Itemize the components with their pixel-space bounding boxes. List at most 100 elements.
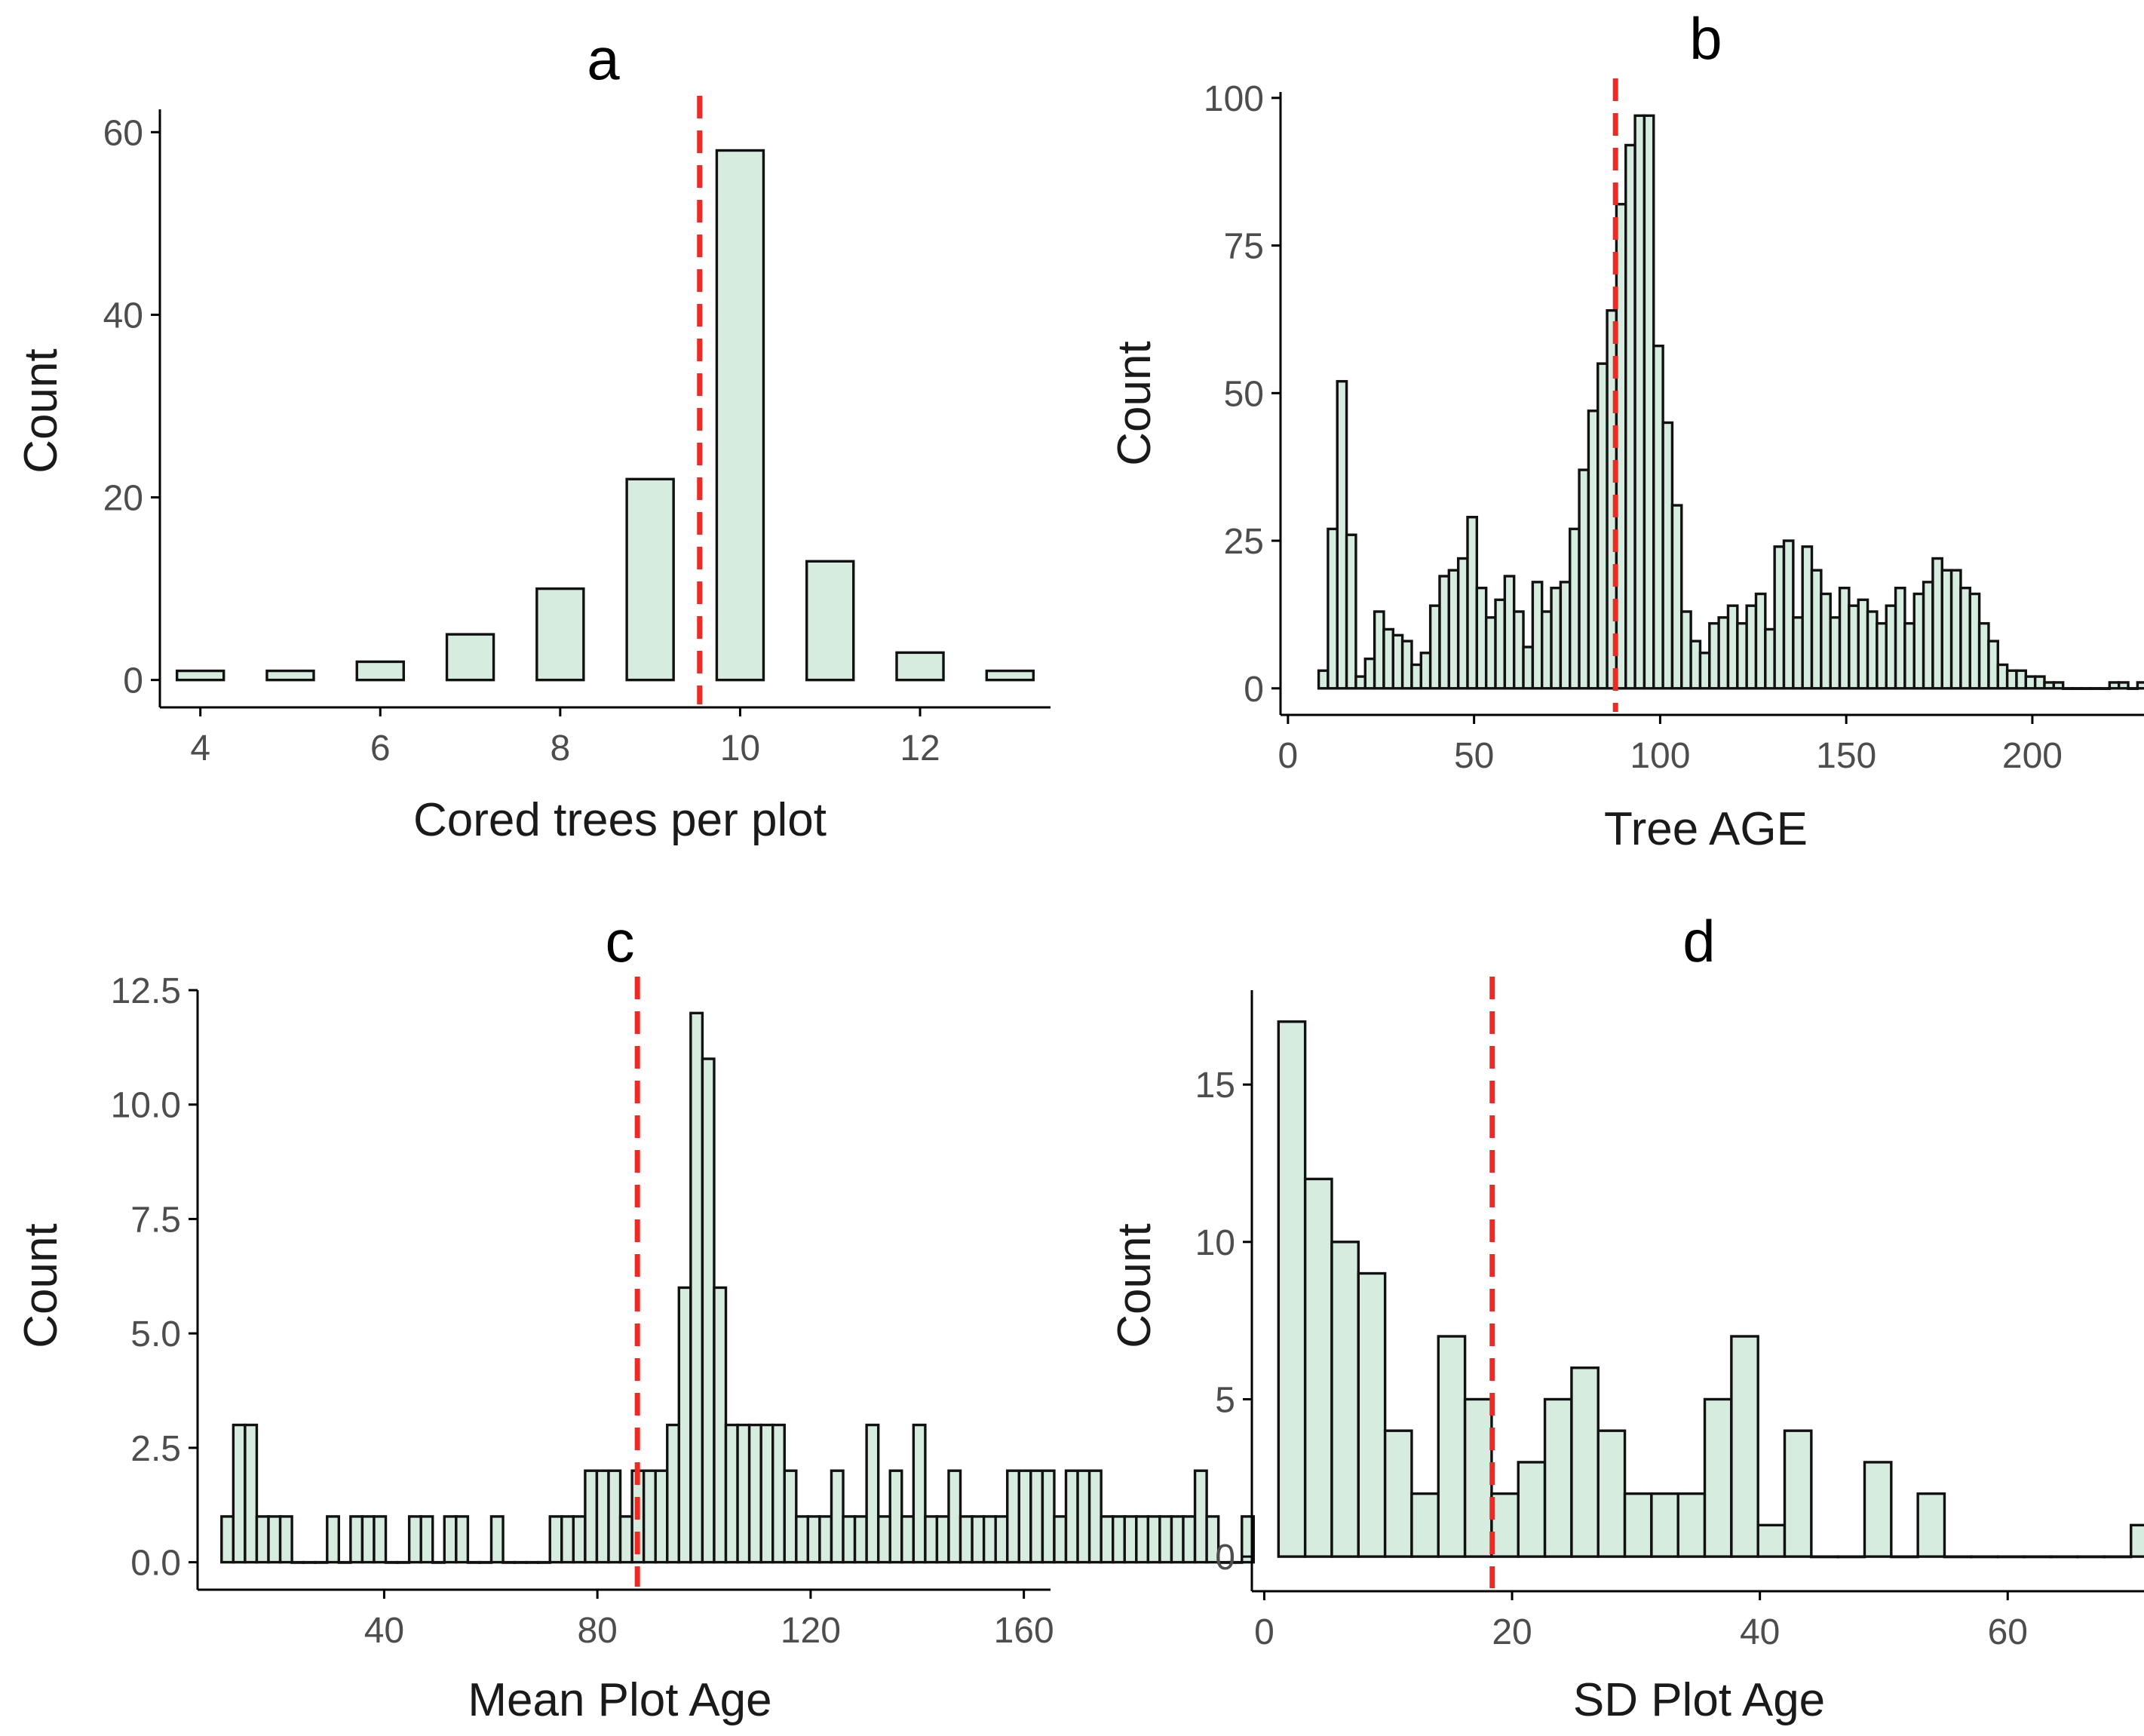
y-tick-label: 0	[1215, 1538, 1235, 1578]
histogram-bar	[355, 660, 405, 682]
bars-b	[1317, 114, 2144, 690]
histogram-bar	[618, 1515, 633, 1564]
histogram-bar	[595, 1469, 610, 1564]
bars-a	[175, 149, 1035, 682]
histogram-bar	[783, 1469, 798, 1564]
histogram-bar	[1170, 1515, 1185, 1564]
histogram-bar	[1773, 545, 1786, 690]
y-tick-label: 2.5	[130, 1429, 181, 1469]
histogram-bar	[865, 1423, 880, 1564]
histogram-bar	[2043, 681, 2056, 690]
histogram-bar	[1912, 592, 1925, 690]
histogram-bar	[1517, 1461, 1547, 1558]
histogram-bar	[1490, 1492, 1520, 1558]
histogram-bar	[1345, 533, 1357, 690]
histogram-bar	[1670, 504, 1683, 690]
histogram-bar	[1494, 598, 1507, 690]
x-tick-label: 0	[1254, 1612, 1274, 1652]
histogram-bar	[689, 1011, 704, 1564]
histogram-bar	[642, 1469, 657, 1564]
bars-d	[1277, 1020, 2144, 1559]
y-axis-title: Count	[1109, 341, 1161, 465]
histogram-bar	[1623, 1492, 1653, 1558]
histogram-bar	[1876, 621, 1888, 690]
x-tick-label: 160	[994, 1611, 1054, 1651]
histogram-bar	[1205, 1515, 1220, 1564]
histogram-bar	[2130, 1523, 2144, 1558]
histogram-bar	[1512, 610, 1525, 690]
histogram-bar	[1383, 1429, 1413, 1558]
histogram-bar	[1708, 621, 1720, 690]
y-tick-label: 40	[103, 296, 143, 336]
histogram-bar	[1354, 675, 1366, 690]
x-axis-title: Cored trees per plot	[413, 794, 827, 846]
histogram-bar	[1977, 621, 1990, 690]
histogram-bar	[1550, 586, 1563, 690]
histogram-bar	[924, 1515, 939, 1564]
histogram-bar	[1949, 569, 1962, 690]
panel-b: 0 50 100 150 200 0 25 50 75 100 b Tree AGE Count	[1109, 5, 2144, 855]
y-tick-label: 5	[1215, 1380, 1235, 1420]
histogram-bar	[805, 560, 855, 682]
histogram-bar	[1916, 1492, 1946, 1558]
histogram-bar	[1419, 652, 1432, 690]
histogram-bar	[1857, 598, 1869, 690]
y-tick-label: 75	[1224, 227, 1264, 267]
histogram-bar	[2005, 669, 2018, 690]
histogram-bar	[1650, 1492, 1679, 1558]
histogram-bar	[267, 1515, 282, 1564]
histogram-bar	[1698, 652, 1711, 690]
histogram-bar	[1064, 1469, 1079, 1564]
histogram-bar	[853, 1515, 868, 1564]
y-tick-label: 5.0	[130, 1314, 181, 1354]
histogram-bar	[455, 1515, 470, 1564]
histogram-bar	[701, 1057, 716, 1564]
x-tick-label: 120	[781, 1611, 841, 1651]
histogram-bar	[2136, 681, 2144, 690]
histogram-bar	[1053, 1515, 1068, 1564]
histogram-bar	[625, 477, 675, 682]
y-tick-label: 60	[103, 113, 143, 153]
histogram-bar	[715, 149, 765, 682]
histogram-bar	[1801, 545, 1814, 690]
x-tick-label: 150	[1816, 736, 1876, 776]
histogram-bar	[1624, 143, 1636, 690]
histogram-bar	[445, 633, 495, 682]
histogram-bar	[1596, 1429, 1627, 1558]
histogram-bar	[1866, 610, 1879, 690]
x-tick-label: 60	[1988, 1612, 2028, 1652]
x-axis-title: Tree AGE	[1604, 803, 1808, 855]
histogram-bar	[1438, 575, 1451, 690]
histogram-bar	[584, 1469, 599, 1564]
y-tick-label: 7.5	[130, 1200, 181, 1240]
histogram-bar	[1810, 569, 1823, 690]
histogram-bar	[232, 1423, 247, 1564]
histogram-bar	[1522, 646, 1535, 690]
histogram-bar	[1643, 114, 1655, 690]
histogram-bar	[1703, 1397, 1733, 1558]
histogram-bar	[1968, 592, 1981, 690]
histogram-bar	[876, 1515, 891, 1564]
histogram-bar	[1327, 527, 1339, 690]
histogram-bar	[1357, 1271, 1387, 1558]
histogram-bar	[2108, 681, 2121, 690]
histogram-bar	[360, 1515, 376, 1564]
histogram-bar	[759, 1423, 774, 1564]
histogram-bar	[1303, 1177, 1333, 1558]
histogram-bar	[1922, 581, 1934, 690]
histogram-bar	[548, 1515, 563, 1564]
x-tick-label: 20	[1492, 1612, 1532, 1652]
histogram-bar	[1903, 621, 1915, 690]
histogram-bar	[747, 1423, 762, 1564]
histogram-bar	[1885, 604, 1897, 690]
histogram-bar	[1745, 604, 1758, 690]
x-tick-label: 10	[720, 728, 760, 768]
histogram-bar	[373, 1515, 388, 1564]
histogram-bar	[806, 1515, 821, 1564]
x-tick-label: 6	[370, 728, 391, 768]
histogram-bar	[1848, 604, 1860, 690]
histogram-bar	[1112, 1515, 1126, 1564]
histogram-bar	[175, 669, 225, 682]
x-tick-label: 50	[1454, 736, 1494, 776]
